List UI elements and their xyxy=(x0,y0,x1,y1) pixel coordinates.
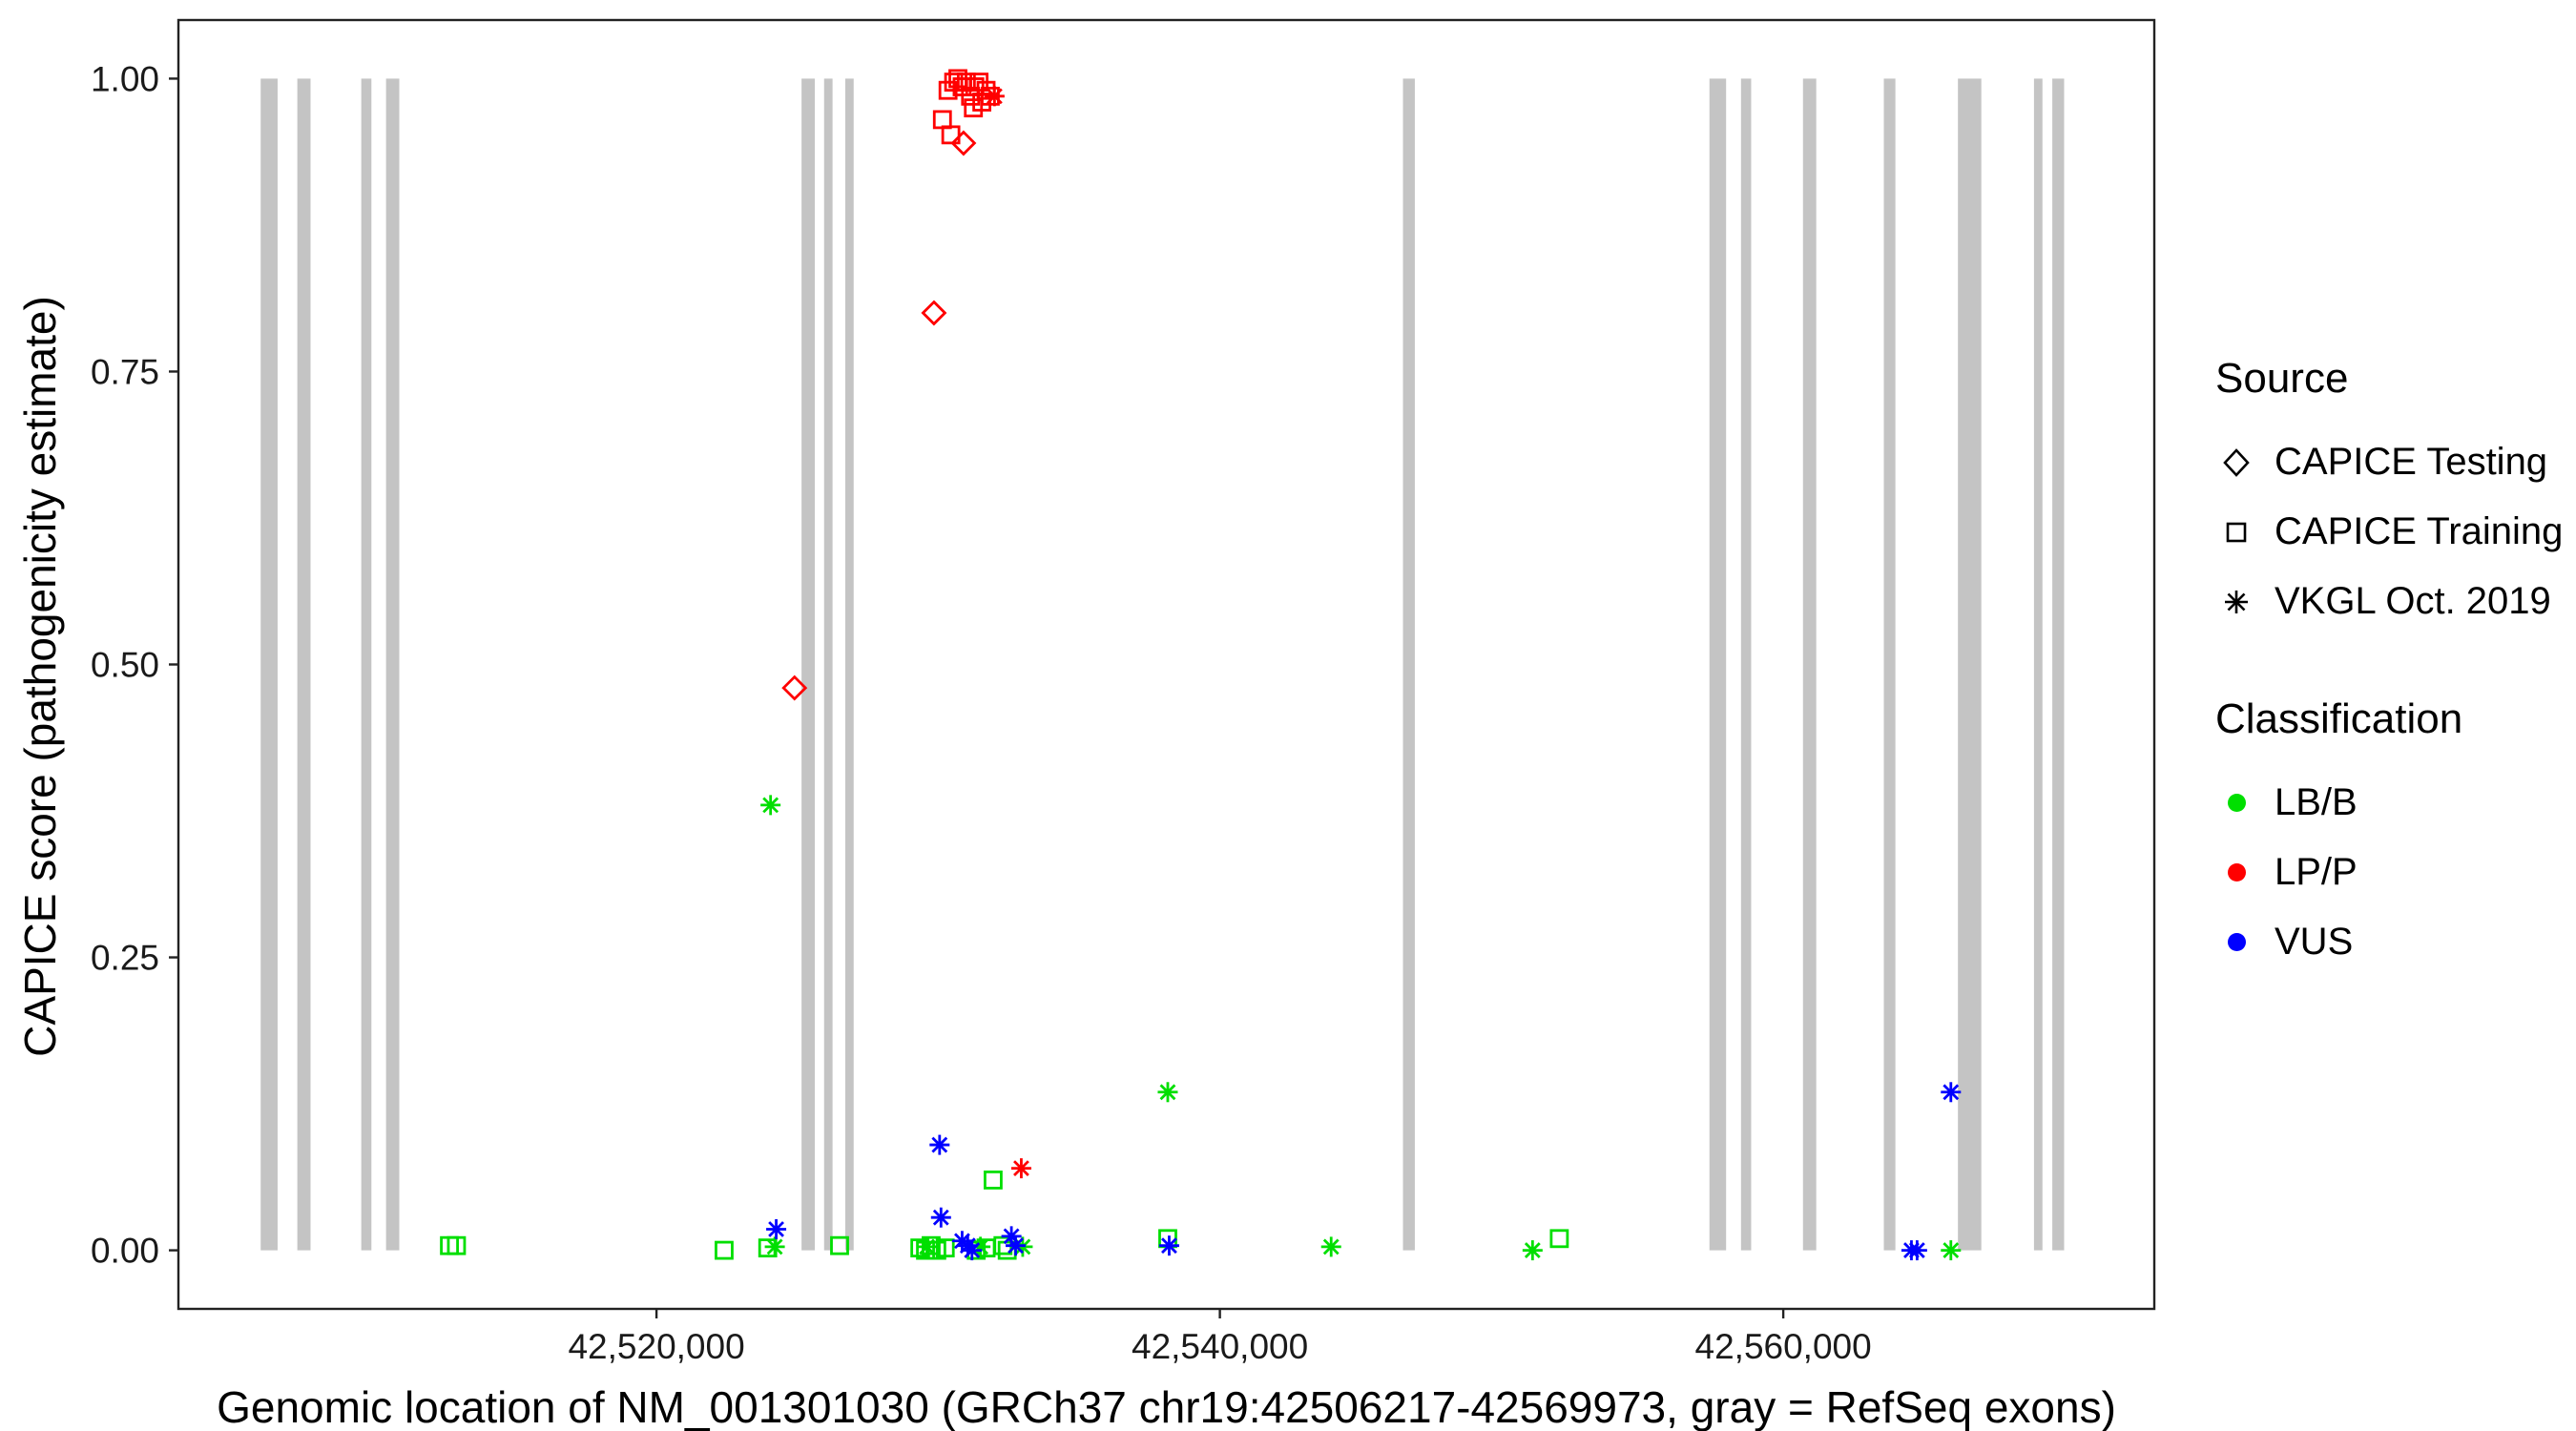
legend: Source CAPICE Testing CAPICE Training xyxy=(2215,355,2570,977)
data-point-asterisk xyxy=(929,1134,950,1155)
data-point-square xyxy=(984,1171,1003,1190)
refseq-exon xyxy=(801,78,816,1251)
y-tick-label: 0.00 xyxy=(91,1232,159,1271)
x-tick-label: 42,540,000 xyxy=(1132,1327,1308,1366)
legend-item-label: VKGL Oct. 2019 xyxy=(2275,580,2551,622)
panel-border xyxy=(177,18,2156,1311)
data-point-diamond xyxy=(950,130,977,156)
data-point-square xyxy=(916,1240,935,1260)
blue-dot-icon xyxy=(2215,922,2257,964)
data-point-asterisk xyxy=(760,795,781,816)
legend-group-classification: Classification LB/B LP/P VUS xyxy=(2215,695,2570,977)
refseq-exon xyxy=(1709,78,1727,1251)
data-point-asterisk xyxy=(1010,1158,1031,1179)
refseq-exon xyxy=(1883,78,1896,1251)
legend-group-source: Source CAPICE Testing CAPICE Training xyxy=(2215,355,2570,636)
data-point-square xyxy=(964,98,984,118)
refseq-exon xyxy=(844,78,854,1251)
x-tick-label: 42,520,000 xyxy=(568,1327,744,1366)
legend-classification-title: Classification xyxy=(2215,695,2463,742)
data-point-square xyxy=(830,1235,849,1255)
data-point-square xyxy=(935,1238,955,1258)
data-point-square xyxy=(932,110,952,130)
data-point-diamond xyxy=(921,300,947,326)
data-point-asterisk xyxy=(764,1236,785,1257)
data-point-asterisk xyxy=(1941,1082,1962,1103)
data-point-diamond xyxy=(781,674,808,701)
data-point-asterisk xyxy=(917,1236,938,1257)
y-axis-title: CAPICE score (pathogenicity estimate) xyxy=(15,296,65,1057)
data-point-square xyxy=(941,125,961,145)
y-tick-label: 0.50 xyxy=(91,646,159,685)
y-tick-label: 0.75 xyxy=(91,352,159,391)
y-tick-label: 0.25 xyxy=(91,939,159,978)
refseq-exon xyxy=(361,78,372,1251)
legend-item-label: CAPICE Training xyxy=(2275,510,2564,552)
legend-source-title: Source xyxy=(2215,355,2349,402)
refseq-exon xyxy=(2052,78,2065,1251)
x-axis-title: Genomic location of NM_001301030 (GRCh37… xyxy=(217,1382,2116,1431)
refseq-exon xyxy=(1402,78,1415,1251)
legend-item-lbb: LB/B xyxy=(2215,768,2570,838)
legend-item-vus: VUS xyxy=(2215,907,2570,977)
refseq-exon xyxy=(823,78,833,1251)
refseq-exon xyxy=(1802,78,1817,1251)
square-icon xyxy=(2215,511,2257,553)
legend-item-label: VUS xyxy=(2275,921,2354,963)
refseq-exon xyxy=(260,78,278,1251)
legend-item-lpp: LP/P xyxy=(2215,838,2570,907)
legend-item-label: CAPICE Testing xyxy=(2275,441,2548,483)
data-point-asterisk xyxy=(1157,1082,1178,1103)
x-tick-label: 42,560,000 xyxy=(1695,1327,1872,1366)
data-point-asterisk xyxy=(1906,1240,1927,1261)
refseq-exon xyxy=(385,78,400,1251)
data-point-square xyxy=(1549,1229,1569,1249)
data-point-asterisk xyxy=(1941,1240,1962,1261)
asterisk-icon xyxy=(2215,581,2257,623)
data-point-asterisk xyxy=(1158,1235,1179,1256)
diamond-icon xyxy=(2215,442,2257,484)
red-dot-icon xyxy=(2215,852,2257,894)
data-point-asterisk xyxy=(930,1207,951,1228)
legend-item-capice-testing: CAPICE Testing xyxy=(2215,427,2570,497)
legend-item-capice-training: CAPICE Training xyxy=(2215,497,2570,567)
data-point-asterisk xyxy=(1320,1236,1341,1257)
data-point-asterisk xyxy=(766,1218,787,1239)
legend-item-label: LP/P xyxy=(2275,851,2358,893)
legend-item-label: LB/B xyxy=(2275,781,2358,823)
green-dot-icon xyxy=(2215,782,2257,824)
data-point-square xyxy=(447,1235,467,1255)
data-point-asterisk xyxy=(984,86,1005,107)
refseq-exon xyxy=(297,78,311,1251)
refseq-exon xyxy=(2033,78,2043,1251)
refseq-exon xyxy=(1958,78,1982,1251)
data-point-asterisk xyxy=(962,1240,983,1261)
data-point-square xyxy=(715,1240,734,1260)
legend-item-vkgl: VKGL Oct. 2019 xyxy=(2215,567,2570,636)
data-point-asterisk xyxy=(1522,1240,1543,1261)
refseq-exon xyxy=(1740,78,1752,1251)
y-tick-label: 1.00 xyxy=(91,59,159,98)
data-point-asterisk xyxy=(1006,1235,1027,1256)
